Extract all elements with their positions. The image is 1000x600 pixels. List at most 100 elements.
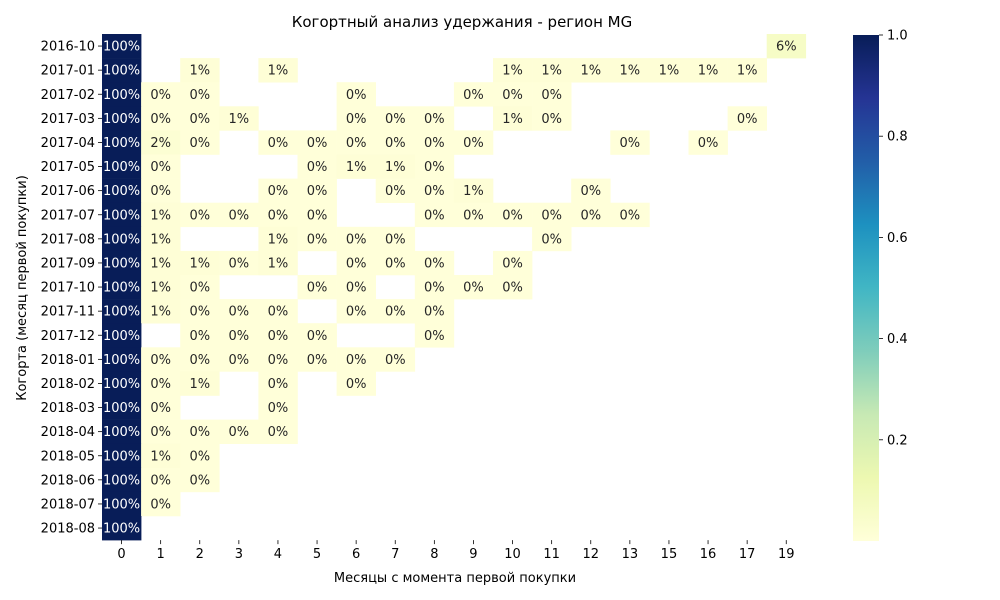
cell-value-label: 0% (463, 281, 484, 296)
heatmap-cell (258, 347, 298, 372)
cell-value-label: 0% (189, 88, 210, 103)
cell-value-label: 0% (346, 112, 367, 127)
heatmap-cell (102, 323, 142, 348)
cell-value-label: 100% (103, 184, 140, 199)
cell-value-label: 0% (189, 136, 210, 151)
cell-value-label: 0% (229, 353, 250, 368)
cell-value-label: 0% (346, 232, 367, 247)
y-tick-label: 2018-08 (41, 522, 95, 537)
cell-value-label: 100% (103, 305, 140, 320)
cell-value-label: 100% (103, 473, 140, 488)
heatmap-cell (414, 106, 455, 131)
cell-value-label: 0% (229, 425, 250, 440)
heatmap-cell (336, 275, 376, 300)
cell-value-label: 0% (307, 232, 328, 247)
x-tick-label: 9 (469, 547, 477, 562)
y-tick-label: 2017-04 (41, 136, 95, 151)
heatmap-cell (102, 299, 142, 324)
x-tick-label: 12 (582, 547, 599, 562)
heatmap-cell (180, 58, 220, 83)
heatmap-cell (102, 178, 142, 203)
x-tick-label: 1 (157, 547, 165, 562)
heatmap-cell (532, 226, 572, 252)
heatmap-cell (727, 58, 767, 83)
cell-value-label: 100% (103, 329, 140, 344)
heatmap-cell (375, 347, 416, 372)
cell-value-label: 1% (737, 64, 758, 79)
cell-value-label: 0% (541, 112, 562, 127)
cell-value-label: 0% (150, 377, 171, 392)
heatmap-cell (141, 82, 181, 107)
x-tick-label: 3 (235, 547, 243, 562)
heatmap-cell (453, 202, 494, 228)
cell-value-label: 1% (502, 112, 523, 127)
cell-value-label: 0% (424, 112, 445, 127)
heatmap-cell (102, 130, 142, 155)
colorbar: 0.2 0.4 0.6 0.8 1.0 (853, 29, 908, 541)
y-tick-label: 2018-03 (41, 401, 95, 416)
cell-value-label: 0% (150, 160, 171, 175)
heatmap-cell (102, 419, 142, 444)
cell-value-label: 1% (189, 64, 210, 79)
x-tick-label: 19 (778, 547, 795, 562)
heatmap-cell (102, 58, 142, 83)
cell-value-label: 0% (463, 208, 484, 223)
cell-value-label: 0% (268, 353, 289, 368)
cell-value-label: 1% (150, 449, 171, 464)
heatmap-cell (219, 419, 259, 444)
cell-value-label: 0% (346, 281, 367, 296)
cell-value-label: 0% (424, 305, 445, 320)
cell-value-label: 0% (502, 281, 523, 296)
heatmap-cell (336, 226, 376, 252)
cell-value-label: 0% (346, 353, 367, 368)
colorbar-tick-label: 1.0 (887, 29, 908, 44)
cell-value-label: 100% (103, 449, 140, 464)
heatmap-cell (141, 106, 181, 131)
heatmap-cell (141, 467, 181, 493)
y-tick-label: 2018-05 (41, 449, 95, 464)
heatmap-cell (336, 250, 376, 276)
cell-value-label: 0% (502, 256, 523, 271)
cell-value-label: 0% (189, 329, 210, 344)
heatmap-cell (258, 226, 298, 252)
heatmap-cell (336, 106, 376, 131)
cell-value-label: 0% (189, 281, 210, 296)
heatmap-cell (219, 202, 259, 228)
heatmap-cell (297, 347, 337, 372)
cell-value-label: 100% (103, 497, 140, 512)
y-tick-label: 2017-09 (41, 256, 95, 271)
x-tick-label: 10 (504, 547, 521, 562)
cell-value-label: 0% (346, 88, 367, 103)
cell-value-label: 0% (307, 184, 328, 199)
heatmap-cell (219, 347, 259, 372)
heatmap-cell (532, 202, 572, 228)
y-tick-label: 2018-04 (41, 425, 95, 440)
cell-value-label: 0% (229, 256, 250, 271)
y-tick-label: 2017-05 (41, 160, 95, 175)
cell-value-label: 1% (229, 112, 250, 127)
cell-value-label: 100% (103, 401, 140, 416)
cell-value-label: 0% (463, 88, 484, 103)
cell-value-label: 0% (189, 208, 210, 223)
heatmap-cell (180, 419, 220, 444)
cell-value-label: 0% (698, 136, 719, 151)
cell-value-label: 0% (268, 329, 289, 344)
heatmap-cell (375, 178, 416, 203)
cell-value-label: 0% (229, 208, 250, 223)
x-tick-label: 7 (391, 547, 399, 562)
cell-value-label: 1% (659, 64, 680, 79)
heatmap-cell (180, 299, 220, 324)
cell-value-label: 0% (346, 305, 367, 320)
heatmap-cell (453, 82, 494, 107)
cell-value-label: 0% (150, 401, 171, 416)
heatmap-cell (414, 250, 455, 276)
heatmap-cell (336, 347, 376, 372)
heatmap-cell (532, 58, 572, 83)
cell-value-label: 100% (103, 112, 140, 127)
heatmap-cell (493, 106, 533, 131)
heatmap-cell (453, 275, 494, 300)
cell-value-label: 100% (103, 425, 140, 440)
heatmap-cell (102, 34, 142, 59)
